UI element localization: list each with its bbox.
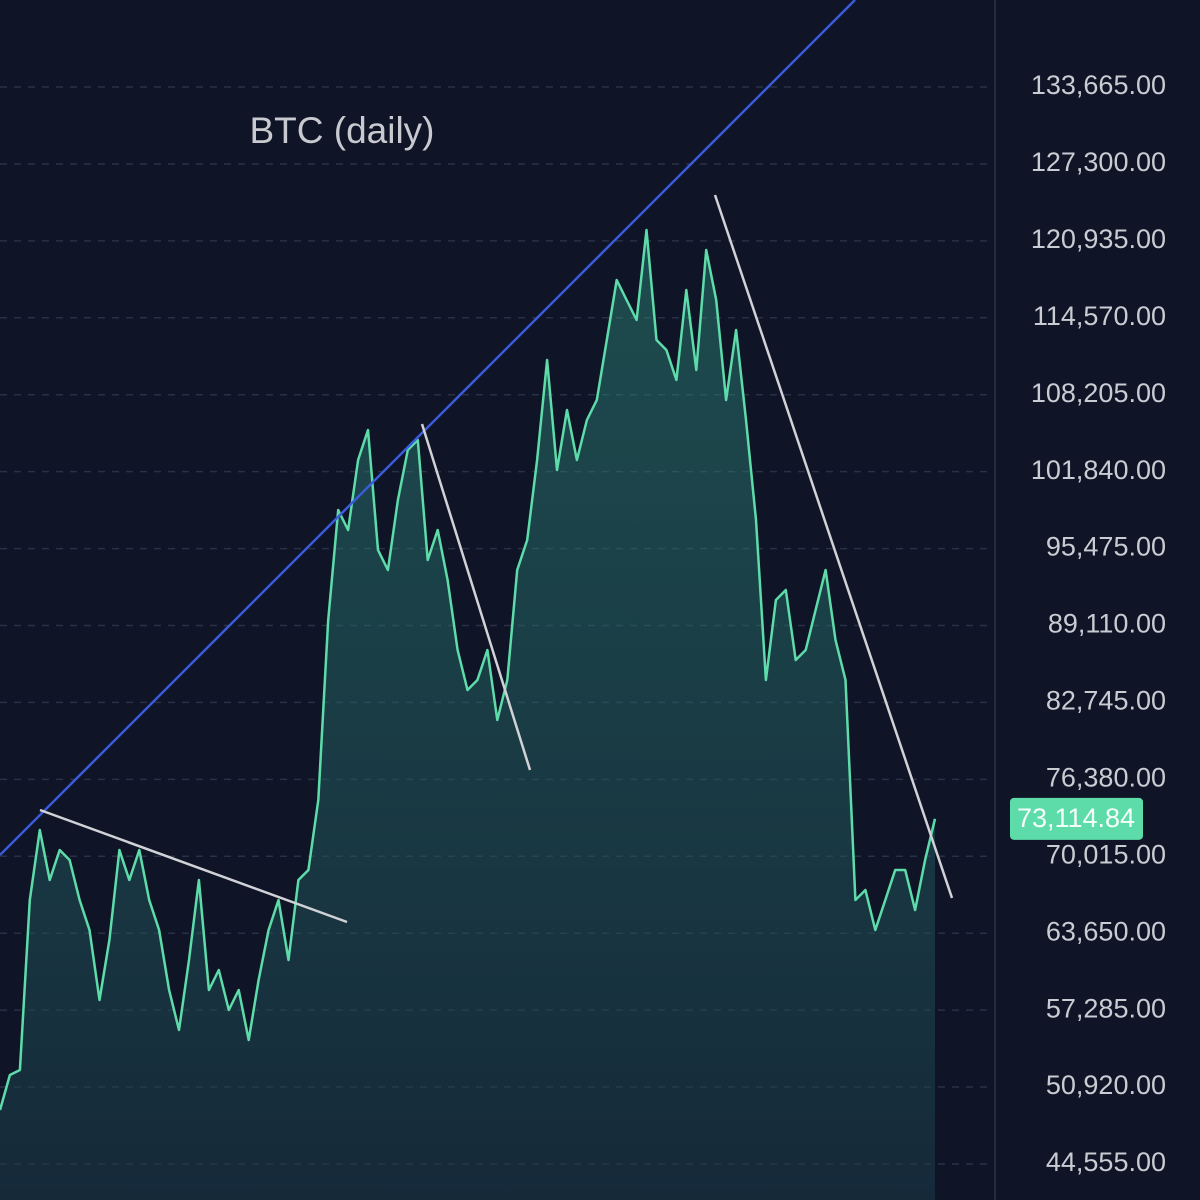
y-tick-label: 44,555.00 xyxy=(1046,1147,1166,1177)
y-tick-label: 127,300.00 xyxy=(1031,147,1166,177)
trend-line xyxy=(420,423,532,771)
trend-line xyxy=(39,808,348,924)
y-tick-label: 114,570.00 xyxy=(1033,301,1166,331)
trend-line xyxy=(713,194,954,899)
price-line xyxy=(0,228,937,1111)
area-fill xyxy=(0,230,935,1200)
y-tick-label: 82,745.00 xyxy=(1046,686,1166,716)
y-tick-label: 89,110.00 xyxy=(1048,609,1166,639)
trend-lines xyxy=(0,0,954,924)
y-tick-label: 70,015.00 xyxy=(1046,839,1166,869)
current-price-label: 73,114.84 xyxy=(1017,803,1135,833)
trend-line xyxy=(0,0,856,856)
y-axis: 44,555.00 50,920.00 57,285.00 63,650.00 70,0… xyxy=(1010,70,1166,1177)
y-tick-label: 57,285.00 xyxy=(1046,993,1166,1023)
y-tick-label: 101,840.00 xyxy=(1031,455,1166,485)
y-tick-label: 63,650.00 xyxy=(1046,916,1166,946)
y-tick-label: 120,935.00 xyxy=(1031,224,1166,254)
y-tick-label: 133,665.00 xyxy=(1031,70,1166,100)
y-tick-label: 108,205.00 xyxy=(1031,378,1166,408)
plot xyxy=(0,228,937,1200)
y-tick-label: 95,475.00 xyxy=(1046,532,1166,562)
chart-title: BTC (daily) xyxy=(249,110,434,151)
current-price-box xyxy=(1010,797,1143,840)
y-tick-label: 76,380.00 xyxy=(1046,762,1166,792)
y-tick-label: 50,920.00 xyxy=(1046,1070,1166,1100)
